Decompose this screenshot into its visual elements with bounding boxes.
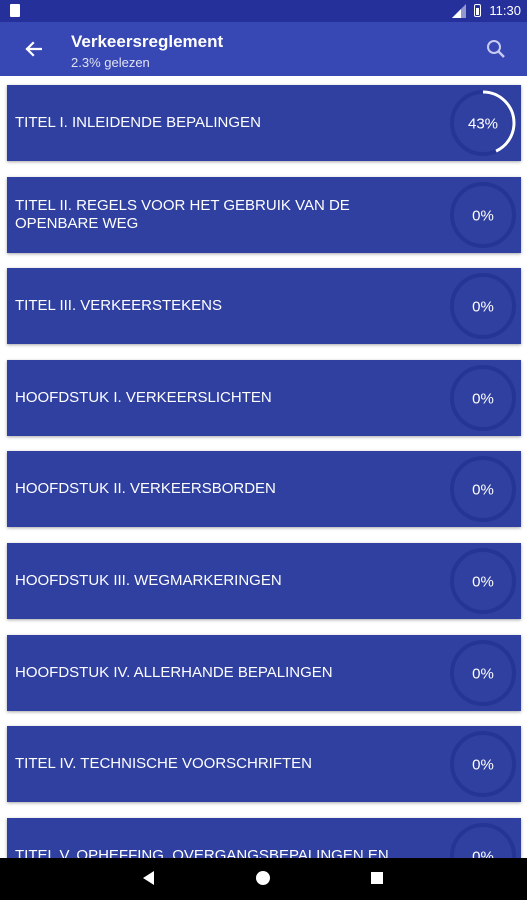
status-icons: 11:30 [452, 3, 521, 18]
chapter-item[interactable]: HOOFDSTUK III. WEGMARKERINGEN 0% [7, 543, 521, 619]
chapter-list: TITEL I. INLEIDENDE BEPALINGEN 43% TITEL I… [0, 76, 527, 858]
progress-ring-track [450, 181, 516, 248]
progress-percent: 0% [472, 207, 494, 224]
status-time: 11:30 [489, 3, 521, 18]
chapter-item[interactable]: TITEL III. VERKEERSTEKENS 0% [7, 268, 521, 345]
chapter-item[interactable]: TITEL I. INLEIDENDE BEPALINGEN 43% [7, 85, 521, 161]
signal-icon [452, 3, 467, 18]
progress-ring: 0% [450, 181, 516, 248]
battery-icon [474, 4, 482, 17]
progress-percent: 0% [472, 482, 494, 499]
chapter-item[interactable]: HOOFDSTUK II. VERKEERSBORDEN 0% [7, 451, 521, 528]
app-bar: Verkeersreglement 2.3% gelezen [0, 22, 527, 76]
chapter-item[interactable]: TITEL II. REGELS VOOR HET GEBRUIK VAN DE… [7, 176, 521, 253]
chapter-title: TITEL II. REGELS VOOR HET GEBRUIK VAN DE… [15, 196, 350, 232]
page-title: Verkeersreglement [71, 32, 224, 51]
progress-ring-track [450, 639, 516, 706]
chapter-title: TITEL IV. TECHNISCHE VOORSCHRIFTEN [15, 755, 312, 773]
nav-recents-icon[interactable] [371, 872, 383, 884]
progress-ring: 0% [450, 822, 516, 858]
nav-back-icon[interactable] [143, 871, 154, 885]
progress-percent: 0% [472, 757, 494, 774]
progress-ring-arc [450, 90, 516, 156]
search-icon[interactable] [483, 36, 509, 62]
progress-ring: 43% [450, 90, 516, 156]
sd-card-icon [10, 4, 20, 17]
progress-percent: 0% [472, 848, 494, 858]
arrow-back-icon[interactable] [20, 36, 46, 62]
reading-progress-subtitle: 2.3% gelezen [71, 55, 150, 70]
progress-ring: 0% [450, 639, 516, 706]
chapter-title: TITEL III. VERKEERSTEKENS [15, 297, 222, 315]
progress-ring-track [450, 731, 516, 798]
chapter-item[interactable]: TITEL V. OPHEFFING, OVERGANGSBEPALINGEN … [7, 817, 521, 858]
progress-percent: 0% [472, 665, 494, 682]
chapter-item[interactable]: HOOFDSTUK IV. ALLERHANDE BEPALINGEN 0% [7, 634, 521, 711]
progress-ring-track [450, 273, 516, 340]
progress-ring: 0% [450, 548, 516, 614]
progress-percent: 0% [472, 299, 494, 316]
chapter-title: HOOFDSTUK II. VERKEERSBORDEN [15, 480, 276, 498]
progress-ring-track [450, 822, 516, 858]
chapter-title: HOOFDSTUK IV. ALLERHANDE BEPALINGEN [15, 663, 333, 681]
progress-percent: 43% [468, 116, 498, 133]
status-bar: 11:30 [0, 0, 527, 22]
progress-percent: 0% [472, 390, 494, 407]
chapter-title: TITEL I. INLEIDENDE BEPALINGEN [15, 114, 261, 131]
progress-ring: 0% [450, 364, 516, 431]
progress-ring: 0% [450, 273, 516, 340]
progress-percent: 0% [472, 574, 494, 591]
chapter-title: HOOFDSTUK I. VERKEERSLICHTEN [15, 388, 272, 406]
progress-ring: 0% [450, 731, 516, 798]
progress-ring-track [450, 456, 516, 523]
chapter-item[interactable]: TITEL IV. TECHNISCHE VOORSCHRIFTEN 0% [7, 726, 521, 803]
chapter-item[interactable]: HOOFDSTUK I. VERKEERSLICHTEN 0% [7, 359, 521, 436]
progress-ring-track [450, 364, 516, 431]
chapter-title: TITEL V. OPHEFFING, OVERGANGSBEPALINGEN … [15, 846, 389, 858]
progress-ring: 0% [450, 456, 516, 523]
progress-ring-track [450, 548, 516, 614]
navigation-bar [0, 858, 527, 900]
nav-home-icon[interactable] [256, 871, 270, 885]
chapter-title: HOOFDSTUK III. WEGMARKERINGEN [15, 572, 282, 589]
